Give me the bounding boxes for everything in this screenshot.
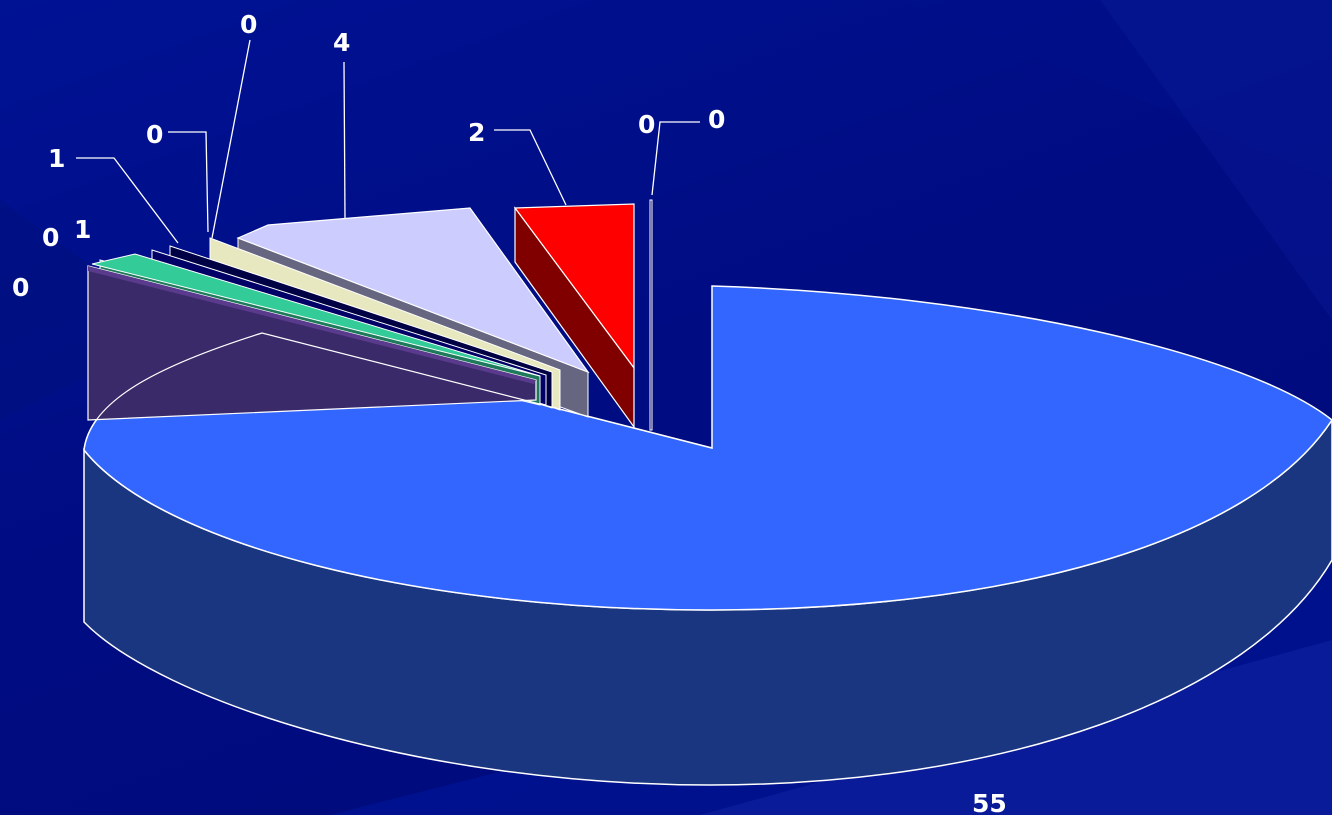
leader-line-0-top bbox=[211, 39, 251, 239]
pie-slice-purple bbox=[87, 265, 537, 421]
pie-slice-dark-right bbox=[649, 199, 653, 431]
data-label-main: 55 bbox=[972, 789, 1007, 815]
data-label-dark-b: 1 bbox=[48, 144, 65, 173]
leader-line-4 bbox=[343, 61, 346, 219]
leader-line-2 bbox=[494, 129, 567, 206]
pie-slice-red-side bbox=[514, 206, 635, 429]
data-label-purple: 0 bbox=[12, 273, 29, 302]
data-label-dark-a: 0 bbox=[146, 120, 163, 149]
leader-line-1 bbox=[76, 157, 179, 244]
data-label-dark-right-b: 0 bbox=[708, 105, 725, 134]
data-label-green-a: 1 bbox=[74, 215, 91, 244]
leader-line-0-mid bbox=[168, 131, 209, 233]
data-label-red: 2 bbox=[468, 118, 485, 147]
data-label-cream: 0 bbox=[240, 10, 257, 39]
leader-lines bbox=[76, 39, 700, 244]
data-label-lavender: 4 bbox=[333, 28, 350, 57]
data-label-green-b: 0 bbox=[42, 223, 59, 252]
data-label-dark-right-a: 0 bbox=[638, 110, 655, 139]
pie-slice-green-top bbox=[91, 253, 541, 377]
pie-main-edge bbox=[83, 332, 713, 451]
leader-line-0-right bbox=[651, 121, 700, 196]
pie-slice-lavender-top bbox=[236, 207, 590, 374]
pie-slice-red bbox=[513, 203, 635, 429]
